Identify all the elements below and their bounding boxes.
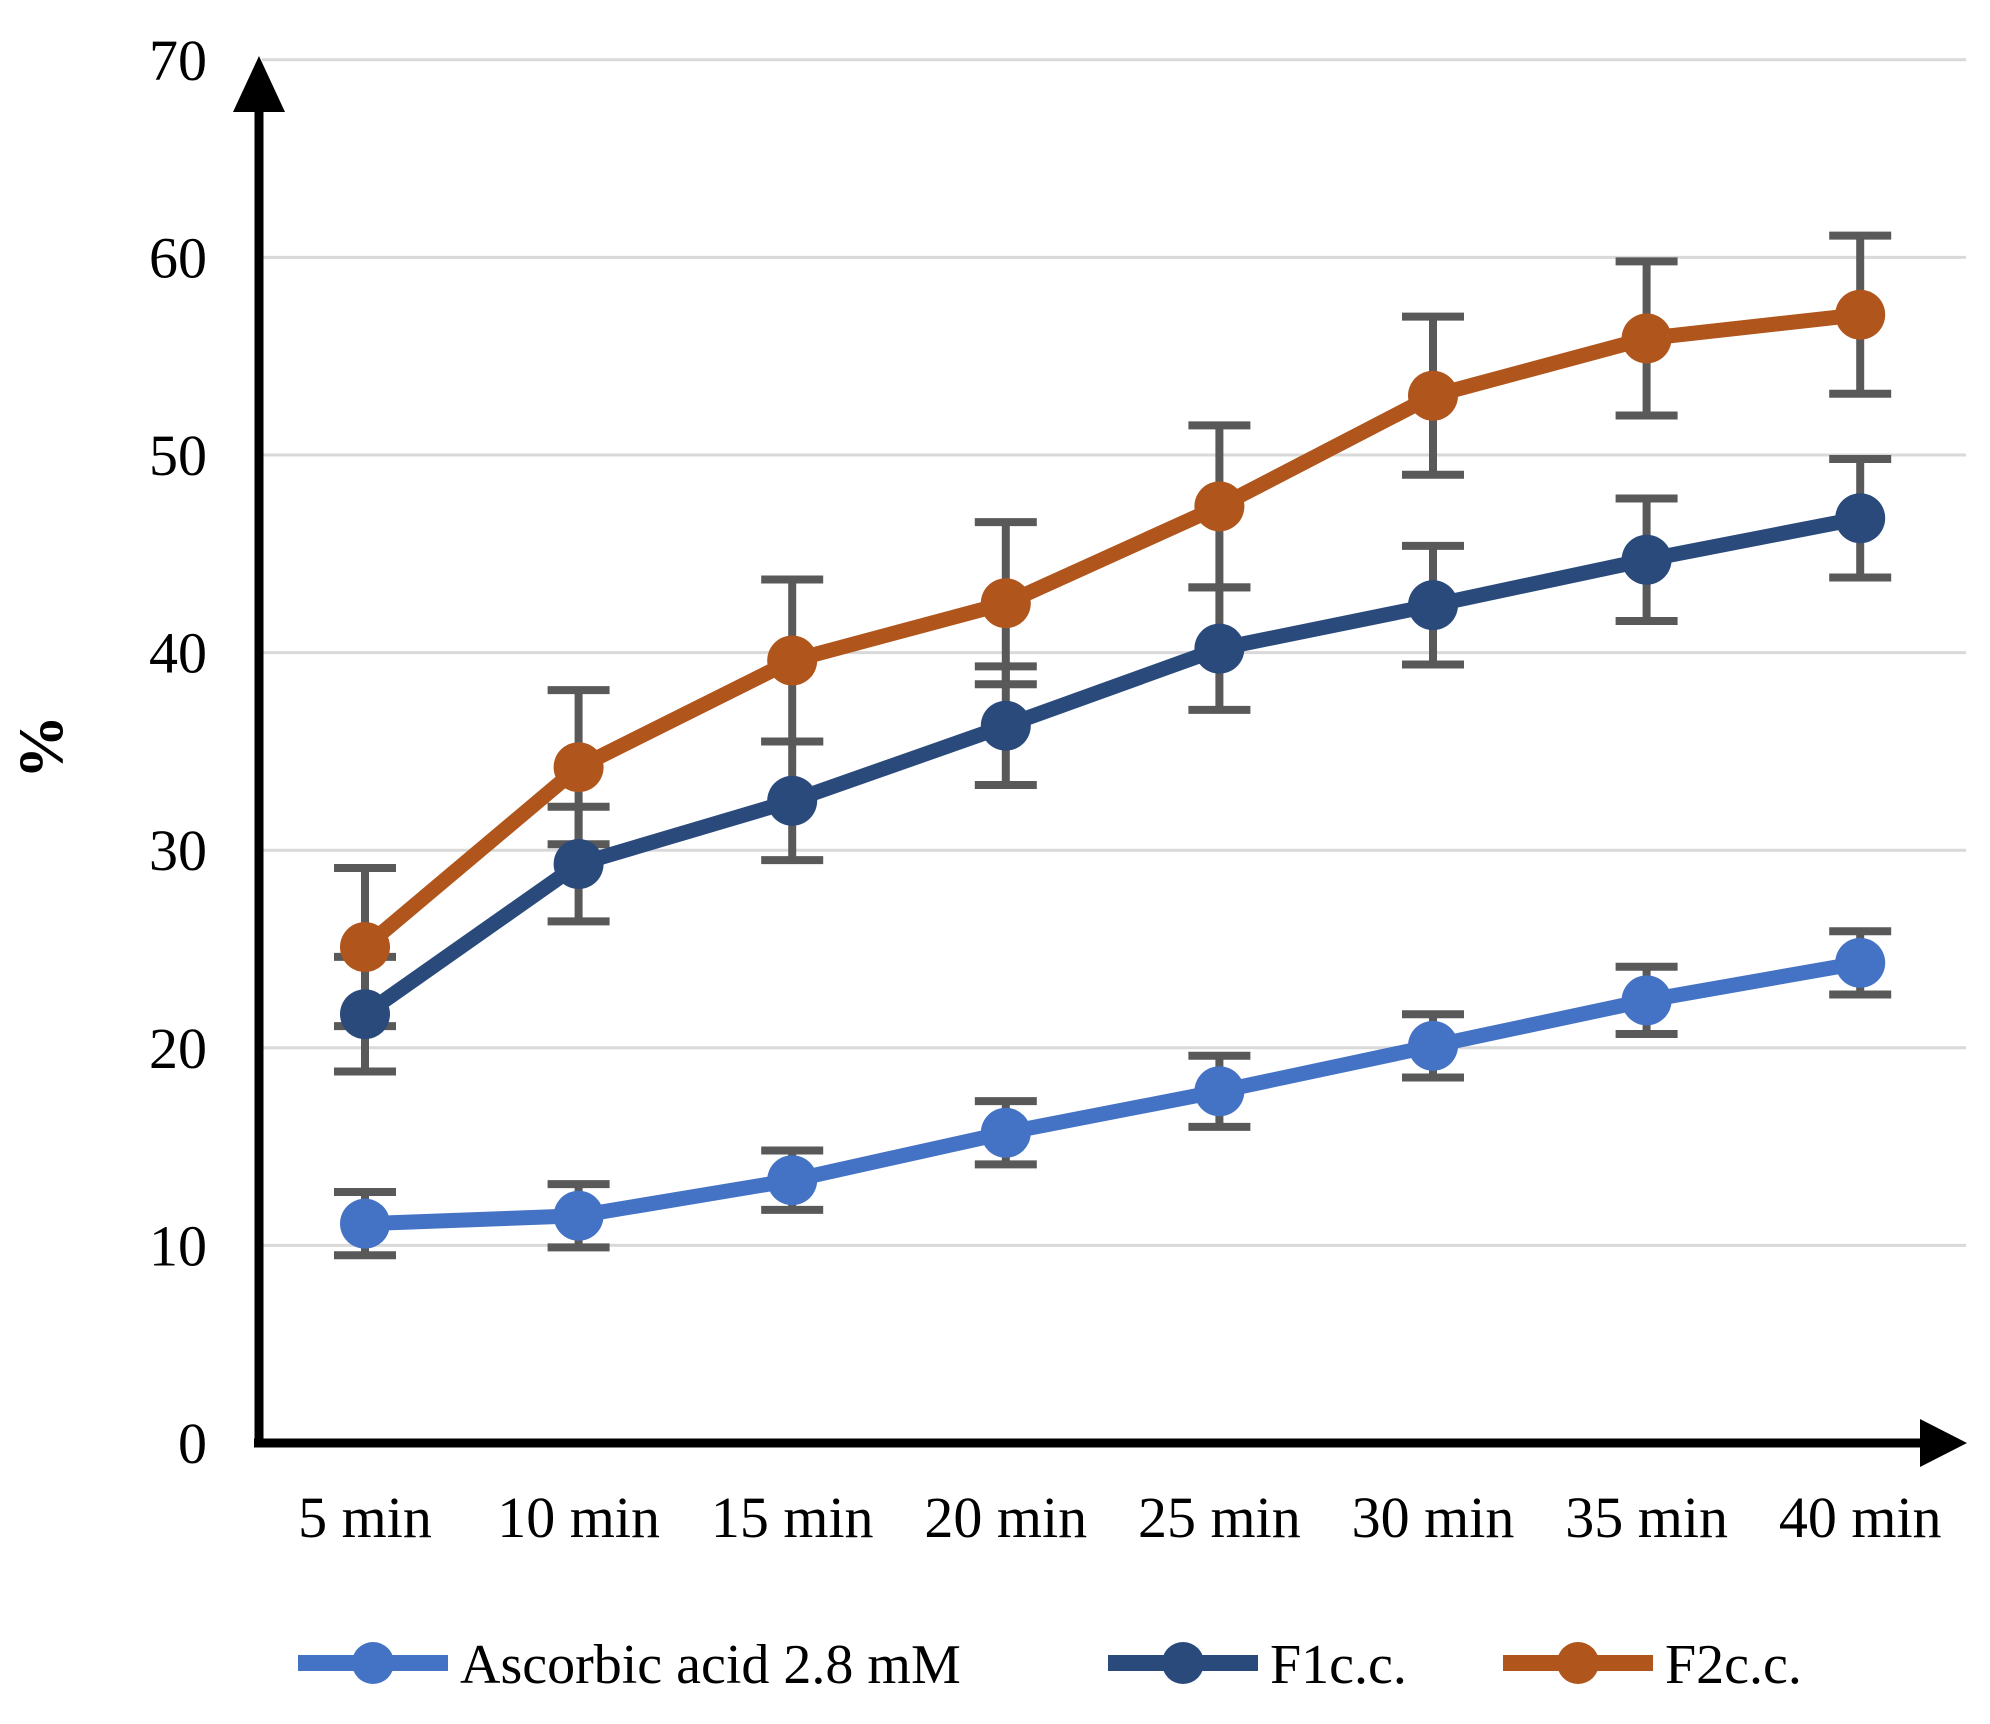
data-point-marker bbox=[1621, 975, 1672, 1026]
series-line-f1cc bbox=[357, 510, 1868, 1022]
data-point-marker bbox=[767, 635, 818, 686]
x-tick-label: 35 min bbox=[1565, 1485, 1728, 1550]
x-tick-label: 25 min bbox=[1138, 1485, 1301, 1550]
y-tick-label: 70 bbox=[149, 28, 207, 93]
x-tick-label: 10 min bbox=[497, 1485, 660, 1550]
data-point-marker bbox=[1408, 370, 1458, 421]
data-point-marker bbox=[1408, 580, 1458, 631]
x-tick-label: 15 min bbox=[711, 1485, 874, 1550]
legend-marker-dot bbox=[1557, 1642, 1599, 1684]
data-point-marker bbox=[553, 839, 604, 890]
series-markers bbox=[340, 493, 1886, 1040]
legend-label: Ascorbic acid 2.8 mM bbox=[460, 1634, 961, 1696]
legend-label: F1c.c. bbox=[1270, 1634, 1407, 1696]
data-point-marker bbox=[980, 578, 1031, 629]
data-point-marker bbox=[1194, 481, 1245, 532]
x-axis-arrowhead bbox=[1920, 1419, 1967, 1467]
legend-item: F2c.c. bbox=[1503, 1634, 1802, 1696]
data-point-marker bbox=[1835, 937, 1886, 988]
data-point-marker bbox=[553, 742, 604, 793]
y-axis-arrowhead bbox=[233, 56, 285, 112]
data-point-marker bbox=[980, 1107, 1031, 1158]
series-line-ascorbic-acid bbox=[357, 955, 1868, 1232]
legend: Ascorbic acid 2.8 mM F1c.c. F2c.c. bbox=[298, 1634, 1802, 1696]
gridlines bbox=[262, 58, 1966, 1247]
legend-item: F1c.c. bbox=[1108, 1634, 1407, 1696]
y-tick-labels: 0 10 20 30 40 50 60 70 bbox=[149, 28, 207, 1476]
y-tick-label: 10 bbox=[149, 1213, 207, 1278]
y-axis-title: % bbox=[5, 715, 76, 779]
data-point-marker bbox=[980, 700, 1031, 751]
data-point-marker bbox=[1408, 1020, 1458, 1071]
series-line-f2cc bbox=[357, 307, 1868, 955]
data-point-marker bbox=[1194, 623, 1245, 674]
data-point-marker bbox=[340, 989, 390, 1040]
x-tick-labels: 5 min 10 min 15 min 20 min 25 min 30 min 35 mi… bbox=[298, 1485, 1941, 1550]
data-point-marker bbox=[340, 1198, 390, 1249]
y-tick-label: 50 bbox=[149, 423, 207, 488]
y-tick-label: 20 bbox=[149, 1016, 207, 1081]
data-point-marker bbox=[1621, 534, 1672, 585]
x-tick-label: 5 min bbox=[298, 1485, 432, 1550]
y-tick-label: 30 bbox=[149, 818, 207, 883]
legend-item: Ascorbic acid 2.8 mM bbox=[298, 1634, 961, 1696]
data-point-marker bbox=[340, 922, 390, 973]
y-tick-label: 0 bbox=[178, 1411, 207, 1476]
axes bbox=[233, 56, 1967, 1467]
data-point-marker bbox=[767, 1155, 818, 1206]
y-tick-label: 60 bbox=[149, 225, 207, 290]
legend-marker-dot bbox=[352, 1642, 394, 1684]
x-tick-label: 20 min bbox=[924, 1485, 1087, 1550]
series-markers bbox=[340, 937, 1886, 1249]
series-markers bbox=[340, 289, 1886, 973]
data-point-marker bbox=[1621, 313, 1672, 364]
legend-label: F2c.c. bbox=[1665, 1634, 1802, 1696]
data-point-marker bbox=[1194, 1066, 1245, 1117]
data-point-marker bbox=[1835, 289, 1886, 340]
data-point-marker bbox=[1835, 493, 1886, 544]
data-point-marker bbox=[553, 1190, 604, 1241]
data-point-marker bbox=[767, 775, 818, 826]
legend-marker-dot bbox=[1162, 1642, 1204, 1684]
x-tick-label: 40 min bbox=[1779, 1485, 1942, 1550]
x-tick-label: 30 min bbox=[1352, 1485, 1515, 1550]
y-tick-label: 40 bbox=[149, 621, 207, 686]
